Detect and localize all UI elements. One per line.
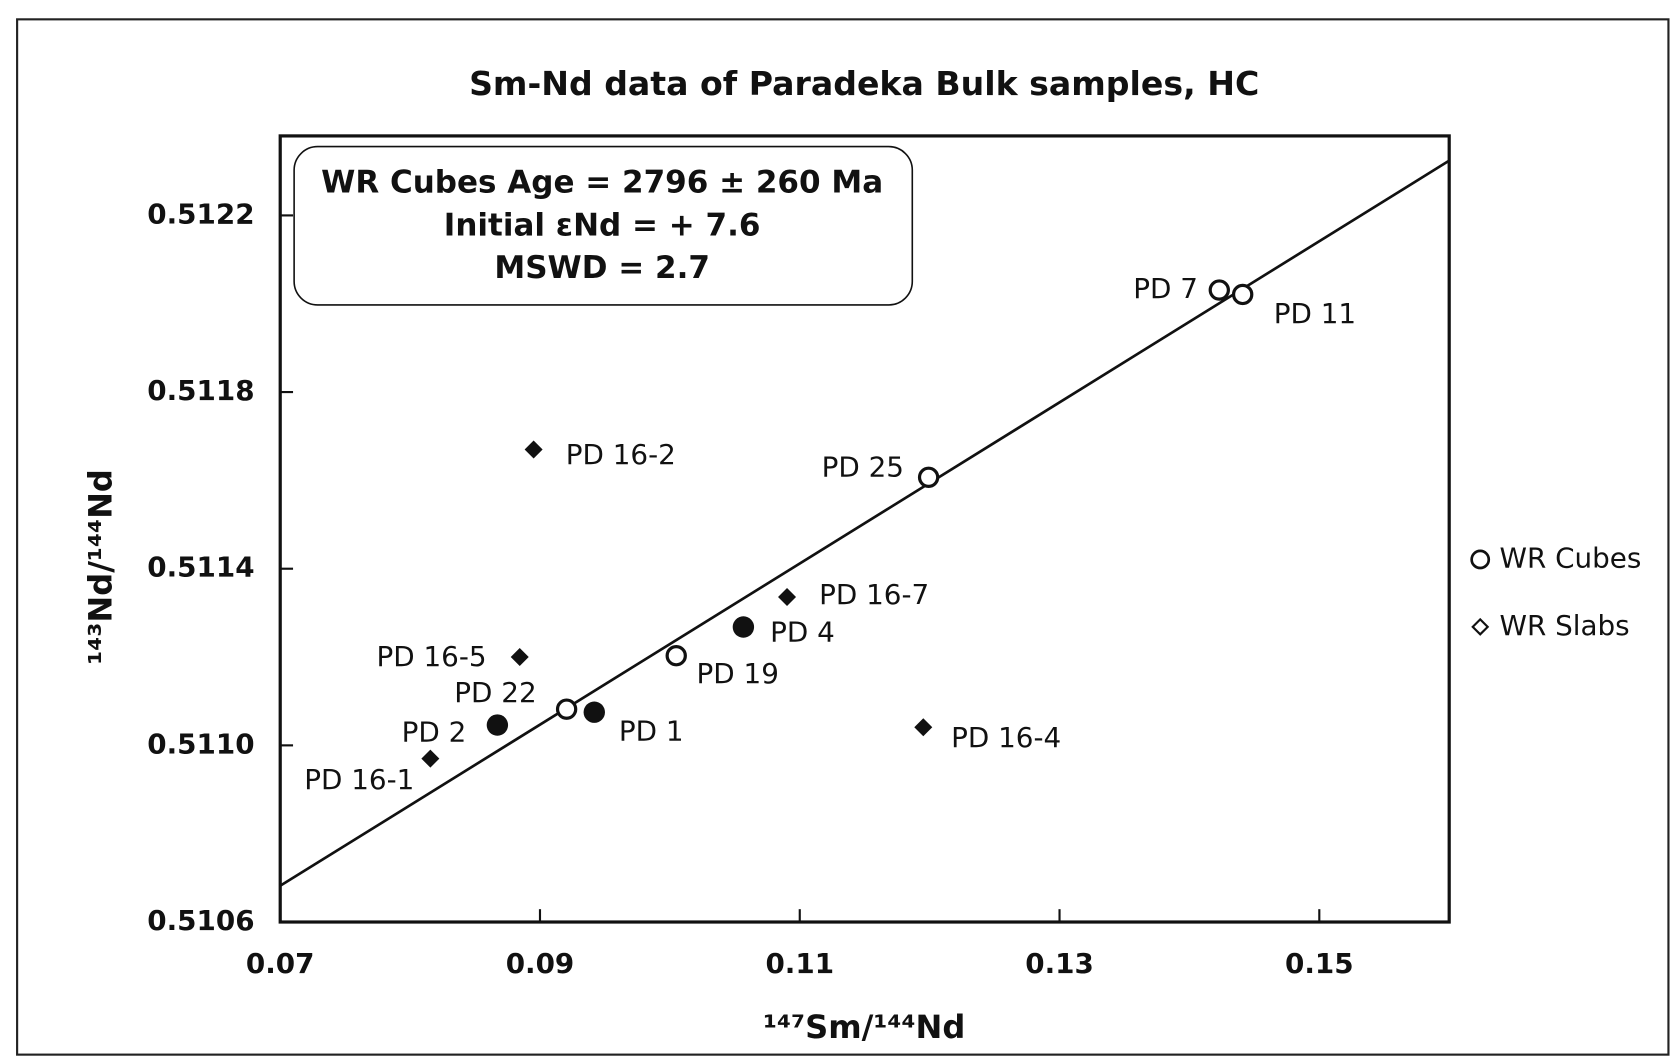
point <box>665 645 687 667</box>
point <box>524 440 543 459</box>
y-tick-label: 0.5118 <box>147 374 254 407</box>
data-label: PD 25 <box>822 451 904 484</box>
point <box>732 616 755 638</box>
y-tick-label: 0.5106 <box>147 904 254 937</box>
legend-label: WR Cubes <box>1499 541 1641 574</box>
data-label: PD 4 <box>770 615 835 648</box>
data-label: PD 16-5 <box>376 640 486 673</box>
data-label: PD 11 <box>1274 297 1356 330</box>
x-tick-label: 0.11 <box>765 947 834 980</box>
point <box>421 749 440 768</box>
point <box>1231 283 1254 306</box>
data-label: PD 2 <box>402 716 467 749</box>
annotation-box <box>293 145 914 306</box>
point <box>555 698 578 720</box>
data-label: PD 7 <box>1133 272 1198 305</box>
chart-title: Sm-Nd data of Paradeka Bulk samples, HC <box>469 64 1259 103</box>
x-tick-label: 0.07 <box>246 947 315 980</box>
frame <box>16 18 1670 1056</box>
y-tick-label: 0.5110 <box>147 727 254 760</box>
y-axis-label: ¹⁴³Nd/¹⁴⁴Nd <box>82 469 120 665</box>
annotation: WR Cubes Age = 2796 ± 260 Ma <box>321 165 883 201</box>
point <box>583 701 605 723</box>
point <box>510 648 529 667</box>
annotation: Initial εNd = + 7.6 <box>444 207 761 243</box>
y-tick-label: 0.5114 <box>147 551 254 584</box>
data-label: PD 22 <box>454 676 536 709</box>
data-label: PD 19 <box>697 657 779 690</box>
fit-line <box>279 159 1450 887</box>
x-tick-label: 0.15 <box>1285 947 1354 980</box>
plot-area <box>278 134 1451 924</box>
annotation: MSWD = 2.7 <box>494 250 710 286</box>
data-label: PD 16-1 <box>304 763 414 796</box>
data-label: PD 16-2 <box>566 438 676 471</box>
x-axis-label: ¹⁴⁷Sm/¹⁴⁴Nd <box>763 1008 965 1046</box>
y-tick-label: 0.5122 <box>147 197 254 230</box>
data-label: PD 16-4 <box>951 721 1061 754</box>
data-label: PD 1 <box>619 715 684 748</box>
legend-marker <box>1470 549 1491 570</box>
point <box>486 714 509 736</box>
x-tick-label: 0.13 <box>1025 947 1094 980</box>
point <box>917 466 940 488</box>
point <box>778 587 797 606</box>
legend-label: WR Slabs <box>1499 609 1629 642</box>
legend-marker <box>1471 617 1490 636</box>
point <box>914 718 933 737</box>
data-label: PD 16-7 <box>819 578 929 611</box>
x-tick-label: 0.09 <box>506 947 575 980</box>
point <box>1208 279 1230 301</box>
